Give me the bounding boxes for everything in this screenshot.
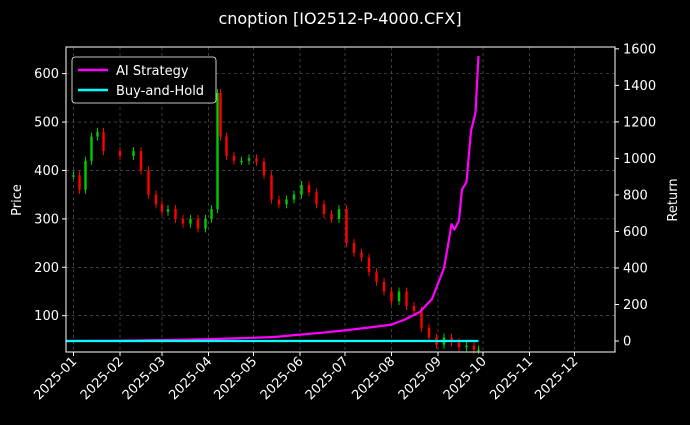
y-tick-label: 200 xyxy=(34,261,59,276)
price-candle xyxy=(262,161,266,176)
x-tick-label: 2025-10 xyxy=(441,354,490,403)
price-candle xyxy=(477,349,480,352)
legend: AI Strategy Buy-and-Hold xyxy=(71,56,217,104)
y2-tick-label: 400 xyxy=(623,261,648,276)
price-candle xyxy=(147,170,150,195)
price-candle xyxy=(420,310,423,328)
plot-frame xyxy=(65,46,616,353)
x-tick-label: 2025-05 xyxy=(211,354,260,403)
price-candle xyxy=(345,209,348,244)
y2-tick-label: 0 xyxy=(623,335,631,350)
price-candle xyxy=(219,92,222,137)
x-tick-label: 2025-03 xyxy=(120,354,169,403)
price-candle xyxy=(405,291,408,307)
y-tick-label: 400 xyxy=(34,164,59,179)
price-candle xyxy=(204,218,207,229)
price-candle xyxy=(352,243,356,253)
price-candle xyxy=(277,199,281,205)
price-candle xyxy=(255,158,258,162)
price-candle xyxy=(382,281,386,292)
x-tick-label: 2025-04 xyxy=(166,354,215,403)
price-candle xyxy=(247,158,251,161)
price-candle xyxy=(132,151,135,156)
price-candle xyxy=(465,345,468,348)
y2-tick-label: 1000 xyxy=(623,152,656,167)
price-candle xyxy=(160,204,164,212)
series-layer xyxy=(65,56,480,343)
price-candle xyxy=(189,218,192,224)
x-tick-label: 2025-12 xyxy=(532,354,581,403)
chart-title: cnoption [IO2512-P-4000.CFX] xyxy=(218,9,461,28)
x-tick-label: 2025-01 xyxy=(31,354,80,403)
y-tick-label: 100 xyxy=(34,309,59,324)
price-candle xyxy=(300,184,303,195)
price-candle xyxy=(196,218,200,229)
price-candle xyxy=(78,175,81,190)
x-tick-label: 2025-09 xyxy=(396,354,445,403)
price-candle xyxy=(285,199,288,205)
price-candle xyxy=(96,131,99,137)
y2-tick-label: 200 xyxy=(623,298,648,313)
y2-tick-label: 1200 xyxy=(623,115,656,130)
price-candle xyxy=(181,218,185,224)
price-candle xyxy=(292,194,296,200)
price-candle xyxy=(216,92,219,210)
price-candle xyxy=(270,175,273,200)
price-candle xyxy=(330,214,333,219)
x-tick-label: 2025-07 xyxy=(303,354,352,403)
price-candle xyxy=(472,345,476,350)
price-candle xyxy=(90,136,93,161)
y2-tick-label: 1400 xyxy=(623,79,656,94)
grid-layer xyxy=(66,47,615,352)
price-candle xyxy=(322,204,326,215)
y2-tick-label: 800 xyxy=(623,188,648,203)
legend-buy-and-hold-label: Buy-and-Hold xyxy=(116,84,204,99)
price-candle xyxy=(232,155,236,161)
ai-strategy-line xyxy=(65,56,480,343)
price-candle xyxy=(72,175,75,177)
legend-ai-strategy-label: AI Strategy xyxy=(116,64,189,79)
price-candle xyxy=(84,160,87,190)
x-tick-label: 2025-11 xyxy=(487,354,536,403)
price-candle xyxy=(427,327,431,338)
price-candle xyxy=(360,252,363,258)
x-tick-label: 2025-08 xyxy=(349,354,398,403)
x-tick-label: 2025-02 xyxy=(78,354,127,403)
y-tick-label: 300 xyxy=(34,212,59,227)
candles-layer xyxy=(72,88,480,354)
price-candle xyxy=(337,209,341,219)
legend-box xyxy=(71,56,217,104)
price-candle xyxy=(457,342,461,348)
y-axis-label: Price xyxy=(10,184,25,216)
price-candle xyxy=(390,291,393,302)
price-candle xyxy=(225,136,228,156)
y2-axis-label: Return xyxy=(666,178,681,221)
price-candle xyxy=(450,337,453,343)
price-candle xyxy=(412,306,416,311)
price-candle xyxy=(240,160,243,163)
y2-tick-label: 1600 xyxy=(623,42,656,57)
y-tick-label: 500 xyxy=(34,116,59,131)
price-candle xyxy=(166,209,170,212)
price-candle xyxy=(315,192,318,205)
price-candle xyxy=(154,194,158,205)
price-candle xyxy=(174,209,177,219)
price-candle xyxy=(397,291,401,302)
price-candle xyxy=(102,131,105,152)
price-candle xyxy=(210,209,213,219)
price-candle xyxy=(118,151,122,156)
price-candle xyxy=(139,151,143,171)
y2-tick-label: 600 xyxy=(623,225,648,240)
x-tick-label: 2025-06 xyxy=(258,354,307,403)
price-candle xyxy=(307,184,311,193)
y-tick-label: 600 xyxy=(34,67,59,82)
price-candle xyxy=(375,272,378,282)
price-candle xyxy=(367,257,371,273)
